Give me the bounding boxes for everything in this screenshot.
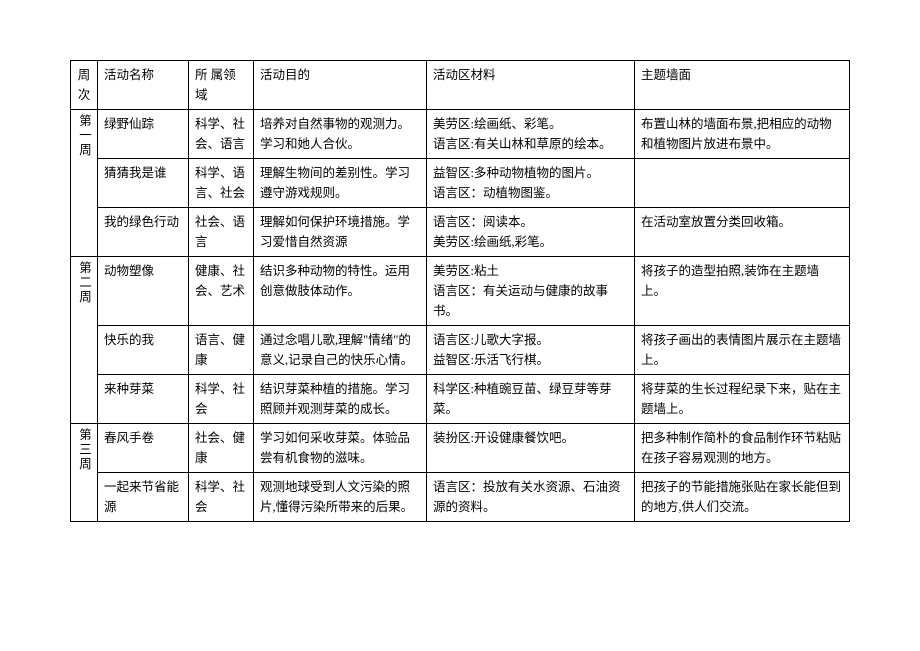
header-domain: 所 属领域 — [189, 61, 254, 110]
activity-plan-table: 周次 活动名称 所 属领域 活动目的 活动区材料 主题墙面 第一周 绿野仙踪 科… — [70, 60, 850, 522]
cell-material: 语言区:儿歌大字报。益智区:乐活飞行棋。 — [427, 326, 635, 375]
cell-material: 美劳区:绘画纸、彩笔。语言区:有关山林和草原的绘本。 — [427, 110, 635, 159]
header-name: 活动名称 — [98, 61, 189, 110]
cell-goal: 结识芽菜种植的措施。学习照顾并观测芽菜的成长。 — [254, 375, 427, 424]
header-goal: 活动目的 — [254, 61, 427, 110]
cell-domain: 社会、语言 — [189, 208, 254, 257]
cell-goal: 结识多种动物的特性。运用创意做肢体动作。 — [254, 257, 427, 326]
cell-material: 益智区:多种动物植物的图片。语言区：动植物图鉴。 — [427, 159, 635, 208]
cell-goal: 学习如何采收芽菜。体验品尝有机食物的滋味。 — [254, 424, 427, 473]
cell-wall: 将孩子的造型拍照,装饰在主题墙上。 — [635, 257, 850, 326]
cell-wall: 在活动室放置分类回收箱。 — [635, 208, 850, 257]
cell-material: 语言区：投放有关水资源、石油资源的资料。 — [427, 473, 635, 522]
cell-goal: 理解如何保护环境措施。学习爱惜自然资源 — [254, 208, 427, 257]
cell-domain: 社会、健康 — [189, 424, 254, 473]
table-row: 第二周 动物塑像 健康、社会、艺术 结识多种动物的特性。运用创意做肢体动作。 美… — [71, 257, 850, 326]
table-row: 一起来节省能源 科学、社会 观测地球受到人文污染的照片,懂得污染所带来的后果。 … — [71, 473, 850, 522]
cell-goal: 培养对自然事物的观测力。学习和她人合伙。 — [254, 110, 427, 159]
cell-material: 科学区:种植豌豆苗、绿豆芽等芽菜。 — [427, 375, 635, 424]
cell-goal: 观测地球受到人文污染的照片,懂得污染所带来的后果。 — [254, 473, 427, 522]
cell-wall: 把孩子的节能措施张贴在家长能但到的地方,供人们交流。 — [635, 473, 850, 522]
table-row: 我的绿色行动 社会、语言 理解如何保护环境措施。学习爱惜自然资源 语言区：阅读本… — [71, 208, 850, 257]
table-row: 来种芽菜 科学、社会 结识芽菜种植的措施。学习照顾并观测芽菜的成长。 科学区:种… — [71, 375, 850, 424]
table-row: 第三周 春风手卷 社会、健康 学习如何采收芽菜。体验品尝有机食物的滋味。 装扮区… — [71, 424, 850, 473]
cell-name: 春风手卷 — [98, 424, 189, 473]
cell-name: 来种芽菜 — [98, 375, 189, 424]
cell-name: 动物塑像 — [98, 257, 189, 326]
table-row: 猜猜我是谁 科学、语言、社会 理解生物间的差别性。学习遵守游戏规则。 益智区:多… — [71, 159, 850, 208]
cell-wall — [635, 159, 850, 208]
cell-domain: 科学、语言、社会 — [189, 159, 254, 208]
cell-domain: 科学、社会、语言 — [189, 110, 254, 159]
week-label: 第三周 — [71, 424, 98, 522]
cell-name: 我的绿色行动 — [98, 208, 189, 257]
header-material: 活动区材料 — [427, 61, 635, 110]
cell-material: 语言区：阅读本。美劳区:绘画纸,彩笔。 — [427, 208, 635, 257]
header-row: 周次 活动名称 所 属领域 活动目的 活动区材料 主题墙面 — [71, 61, 850, 110]
cell-name: 一起来节省能源 — [98, 473, 189, 522]
cell-material: 美劳区:粘土语言区：有关运动与健康的故事书。 — [427, 257, 635, 326]
cell-wall: 将孩子画出的表情图片展示在主题墙上。 — [635, 326, 850, 375]
header-week: 周次 — [71, 61, 98, 110]
cell-name: 绿野仙踪 — [98, 110, 189, 159]
cell-domain: 科学、社会 — [189, 375, 254, 424]
table-row: 第一周 绿野仙踪 科学、社会、语言 培养对自然事物的观测力。学习和她人合伙。 美… — [71, 110, 850, 159]
cell-wall: 布置山林的墙面布景,把相应的动物和植物图片放进布景中。 — [635, 110, 850, 159]
week-label: 第二周 — [71, 257, 98, 424]
cell-goal: 理解生物间的差别性。学习遵守游戏规则。 — [254, 159, 427, 208]
cell-domain: 语言、健康 — [189, 326, 254, 375]
week-label: 第一周 — [71, 110, 98, 257]
cell-wall: 把多种制作简朴的食品制作环节粘贴在孩子容易观测的地方。 — [635, 424, 850, 473]
cell-goal: 通过念唱儿歌,理解"情绪"的意义,记录自己的快乐心情。 — [254, 326, 427, 375]
cell-wall: 将芽菜的生长过程纪录下来，贴在主题墙上。 — [635, 375, 850, 424]
cell-name: 快乐的我 — [98, 326, 189, 375]
cell-domain: 健康、社会、艺术 — [189, 257, 254, 326]
cell-name: 猜猜我是谁 — [98, 159, 189, 208]
header-wall: 主题墙面 — [635, 61, 850, 110]
cell-material: 装扮区:开设健康餐饮吧。 — [427, 424, 635, 473]
cell-domain: 科学、社会 — [189, 473, 254, 522]
table-row: 快乐的我 语言、健康 通过念唱儿歌,理解"情绪"的意义,记录自己的快乐心情。 语… — [71, 326, 850, 375]
